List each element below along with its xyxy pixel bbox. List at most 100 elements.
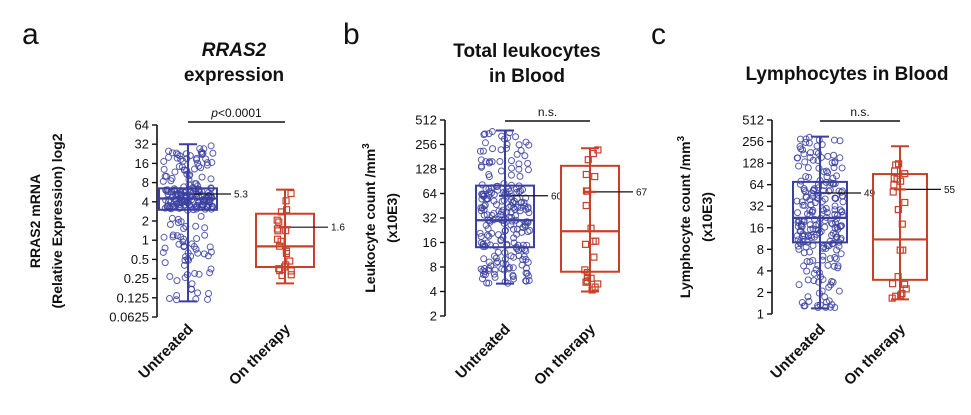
- data-point: [186, 152, 194, 160]
- data-point: [890, 167, 899, 175]
- data-point: [502, 144, 510, 152]
- data-point: [481, 130, 489, 138]
- y-tick-label: 128: [415, 162, 437, 177]
- data-point: [820, 168, 828, 176]
- data-point: [822, 178, 830, 186]
- data-point: [582, 278, 590, 286]
- data-point: [201, 224, 209, 232]
- data-point: [524, 258, 532, 266]
- data-point: [197, 212, 205, 220]
- data-point: [797, 239, 805, 247]
- data-point: [803, 257, 811, 265]
- data-point: [489, 145, 497, 153]
- data-point: [206, 269, 214, 277]
- data-point: [161, 259, 169, 267]
- y-axis-label-superscript: 3: [361, 143, 372, 149]
- data-point: [509, 271, 517, 279]
- data-point: [828, 277, 836, 285]
- data-point: [797, 177, 805, 185]
- data-point: [830, 136, 838, 144]
- category-label: Untreated: [767, 321, 829, 383]
- data-point: [829, 174, 837, 182]
- data-point: [479, 267, 487, 275]
- data-point: [838, 164, 846, 172]
- chart-title-gene: RRAS2: [202, 40, 267, 61]
- data-point: [159, 177, 167, 185]
- category-label: Untreated: [452, 321, 514, 383]
- data-point: [160, 165, 168, 173]
- data-point: [207, 175, 215, 183]
- y-tick-label: 512: [742, 113, 764, 128]
- data-point: [815, 269, 823, 277]
- mean-label: 1.6: [331, 223, 345, 234]
- data-point: [806, 258, 814, 266]
- data-point: [594, 146, 602, 154]
- data-point: [800, 185, 808, 193]
- y-tick-label: 128: [742, 156, 764, 171]
- data-point: [479, 147, 487, 155]
- data-point: [483, 239, 491, 247]
- mean-label: 5.3: [234, 190, 248, 201]
- data-point: [282, 247, 291, 255]
- data-point: [200, 250, 208, 258]
- data-point: [831, 224, 839, 232]
- y-tick-label: 32: [423, 211, 437, 226]
- significance-text: n.s.: [538, 105, 557, 119]
- data-point: [816, 301, 824, 309]
- data-point: [502, 188, 510, 196]
- data-point: [804, 276, 812, 284]
- data-point: [591, 283, 599, 291]
- data-point: [505, 188, 513, 196]
- data-point: [209, 149, 217, 157]
- data-point: [168, 193, 176, 201]
- data-point: [519, 241, 527, 249]
- data-point: [814, 261, 822, 269]
- data-point: [526, 227, 534, 235]
- data-point: [504, 134, 512, 142]
- data-point: [207, 142, 215, 150]
- data-point: [830, 151, 838, 159]
- data-point: [501, 255, 509, 263]
- data-point: [829, 179, 837, 187]
- data-point: [515, 252, 523, 260]
- data-point: [894, 205, 902, 214]
- data-point: [582, 170, 590, 179]
- data-point: [522, 277, 530, 285]
- data-point: [273, 216, 281, 224]
- data-point: [515, 141, 523, 149]
- data-point: [515, 220, 523, 228]
- data-point: [486, 188, 494, 196]
- category-label: Untreated: [135, 321, 197, 383]
- panel-letter: b: [343, 18, 360, 51]
- data-point: [487, 262, 495, 270]
- data-point: [809, 241, 817, 249]
- data-point: [166, 204, 174, 212]
- data-point: [492, 201, 500, 209]
- data-point: [815, 289, 823, 297]
- box-group-untreated: 60: [475, 128, 563, 287]
- data-point: [159, 248, 167, 256]
- data-point: [819, 252, 827, 260]
- data-point: [831, 194, 839, 202]
- data-point: [180, 242, 188, 250]
- significance-text: n.s.: [850, 105, 869, 119]
- data-point: [826, 255, 834, 263]
- data-point: [794, 154, 802, 162]
- y-tick-label: 16: [423, 235, 437, 250]
- data-point: [184, 255, 192, 263]
- data-point: [485, 279, 493, 287]
- data-point: [897, 291, 905, 299]
- category-label: On therapy: [841, 320, 909, 388]
- data-point: [824, 152, 832, 160]
- y-tick-label: 8: [142, 175, 149, 190]
- y-tick-label: 0.5: [131, 252, 149, 267]
- data-point: [182, 223, 190, 231]
- data-point: [178, 163, 186, 171]
- data-point: [511, 205, 519, 213]
- significance-prefix: p: [210, 106, 218, 120]
- y-tick-label: 2: [430, 309, 437, 324]
- data-point: [800, 262, 808, 270]
- data-point: [274, 227, 282, 235]
- chart-panel-a: a RRAS2 expression 64 32 16 8 4 2 1 0.5 0.25 0.125 0.…: [22, 18, 345, 389]
